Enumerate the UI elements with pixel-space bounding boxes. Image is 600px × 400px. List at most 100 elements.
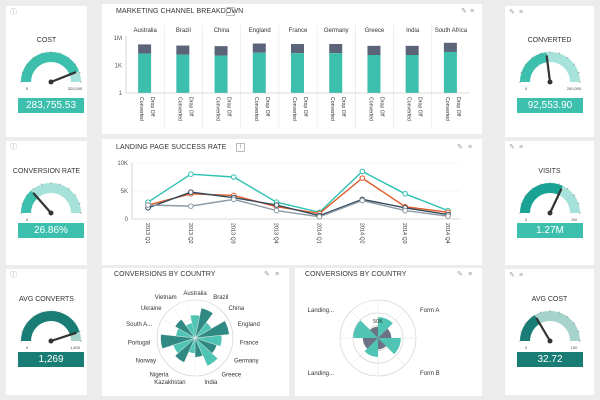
gauge-min-label: 0	[525, 217, 528, 222]
info-icon[interactable]: i	[226, 7, 235, 16]
polar-category-label: Form B	[420, 371, 440, 377]
info-icon[interactable]: ⓘ	[10, 272, 17, 279]
gauge-title: AVG CONVERTS	[19, 296, 74, 303]
gauge-tick	[67, 187, 70, 190]
gauge-tick	[573, 63, 576, 66]
avg-converts-gauge-panel: ⓘ AVG CONVERTS 0 1,400 1,269	[6, 269, 87, 395]
gauge-needle	[545, 55, 552, 84]
menu-icon[interactable]: ≡	[519, 9, 524, 16]
category-label: Australia	[133, 28, 157, 34]
gauge-tick	[531, 187, 534, 190]
bar-sub-label: Drop Off	[378, 97, 384, 117]
edit-icon[interactable]: ✎	[509, 9, 515, 16]
gauge-tick	[524, 63, 527, 66]
menu-icon[interactable]: ≡	[468, 271, 473, 278]
menu-icon[interactable]: ≡	[468, 144, 473, 151]
gauge-tick	[540, 311, 542, 314]
polar-spoke	[194, 337, 224, 364]
edit-icon[interactable]: ✎	[509, 144, 515, 151]
x-tick-label: 2014 Q2	[358, 223, 364, 244]
info-icon[interactable]: ⓘ	[10, 9, 17, 16]
category-label: England	[249, 28, 271, 34]
conversion-rate-value: 26.86%	[18, 223, 84, 238]
data-point	[359, 168, 366, 175]
x-tick-label: 2014 Q3	[401, 223, 407, 244]
converted-bar	[329, 53, 343, 93]
bar-sub-label: Drop Off	[455, 97, 461, 117]
polar-spoke	[194, 337, 211, 373]
gauge-max-label: 1,400	[70, 345, 81, 350]
info-icon[interactable]: ⓘ	[10, 144, 17, 151]
bar-sub-label: Converted	[138, 97, 144, 121]
polar-spoke	[157, 333, 196, 339]
converted-gauge: 0 200,000	[519, 51, 582, 91]
converted-bar	[291, 53, 304, 93]
gauge-tick	[21, 331, 24, 333]
gauge-tick	[531, 56, 534, 59]
gauge-tick	[41, 183, 43, 186]
category-label: France	[289, 28, 308, 34]
y-tick-label: 10K	[117, 161, 128, 167]
gauge-tick	[558, 311, 560, 314]
gauge-tick	[21, 203, 24, 205]
drop-off-bar	[138, 44, 152, 54]
menu-icon[interactable]: ≡	[470, 8, 475, 15]
info-icon[interactable]: i	[236, 143, 245, 152]
gauge-tick	[78, 72, 81, 74]
gauge-title: VISITS	[538, 168, 561, 175]
polar-sector	[195, 338, 217, 354]
data-point	[273, 207, 280, 214]
visits-value: 1.27M	[517, 223, 583, 238]
avg-converts-gauge: 0 1,400	[20, 310, 82, 350]
data-point	[445, 213, 451, 220]
polar-sector	[369, 326, 378, 338]
avg-converts-value: 1,269	[18, 352, 84, 367]
polar-sector	[195, 322, 212, 338]
gauge-pivot	[547, 338, 553, 344]
bar-sub-label: Drop Off	[302, 97, 308, 117]
gauge-tick	[566, 187, 569, 190]
polar-category-label: Brazil	[213, 295, 228, 301]
bar-sub-label: Converted	[444, 97, 450, 121]
gauge-tick	[74, 63, 77, 66]
data-point	[145, 202, 151, 208]
menu-icon[interactable]: ≡	[275, 271, 280, 278]
menu-icon[interactable]: ≡	[519, 144, 524, 151]
gauge-tick	[59, 311, 61, 314]
polar-sector	[195, 308, 213, 338]
edit-icon[interactable]: ✎	[264, 271, 270, 278]
polar-sector	[378, 338, 387, 350]
edit-icon[interactable]: ✎	[461, 8, 467, 15]
menu-icon[interactable]: ≡	[519, 272, 524, 279]
gauge-title: CONVERSION RATE	[12, 168, 81, 175]
line-chart: 10K 5K 0 2013 Q1 2013 Q2 2013 Q3 2013 Q4 2014 Q…	[117, 161, 460, 244]
gauge-tick	[577, 331, 580, 333]
conversion-rate-gauge: 0	[20, 182, 82, 222]
y-tick-label: 5K	[121, 189, 128, 195]
gauge-max-label: 200,000	[567, 86, 582, 91]
edit-icon[interactable]: ✎	[457, 271, 463, 278]
bar-sub-label: Converted	[367, 97, 373, 121]
edit-icon[interactable]: ✎	[457, 144, 463, 151]
gauge-tick	[32, 56, 35, 59]
polar-sector	[186, 323, 195, 338]
category-label: Germany	[324, 28, 349, 34]
data-point	[359, 175, 366, 181]
converted-bar	[214, 55, 228, 93]
landing-page-panel: LANDING PAGE SUCCESS RATE i ✎ ≡ 10K 5K 0 20…	[102, 139, 482, 265]
gauge-tick	[540, 183, 542, 186]
edit-icon[interactable]: ✎	[509, 272, 515, 279]
drop-off-bar	[214, 46, 228, 56]
drop-off-bar	[291, 44, 304, 54]
conversion-rate-gauge-panel: ⓘ CONVERSION RATE 0 26.86%	[6, 141, 87, 265]
bar-sub-label: Drop Off	[340, 97, 346, 117]
polar-sector	[378, 328, 392, 338]
gauge-title: COST	[36, 37, 57, 44]
gauge-pivot	[547, 79, 553, 85]
conversions-country-panel-2: CONVERSIONS BY COUNTRY ✎ ≡ 50K Landing...…	[295, 268, 482, 396]
converted-value: 92,553.90	[517, 98, 583, 113]
gauge-tick	[74, 322, 77, 325]
gauge-fill	[520, 315, 541, 342]
gauge-needle	[548, 188, 563, 215]
